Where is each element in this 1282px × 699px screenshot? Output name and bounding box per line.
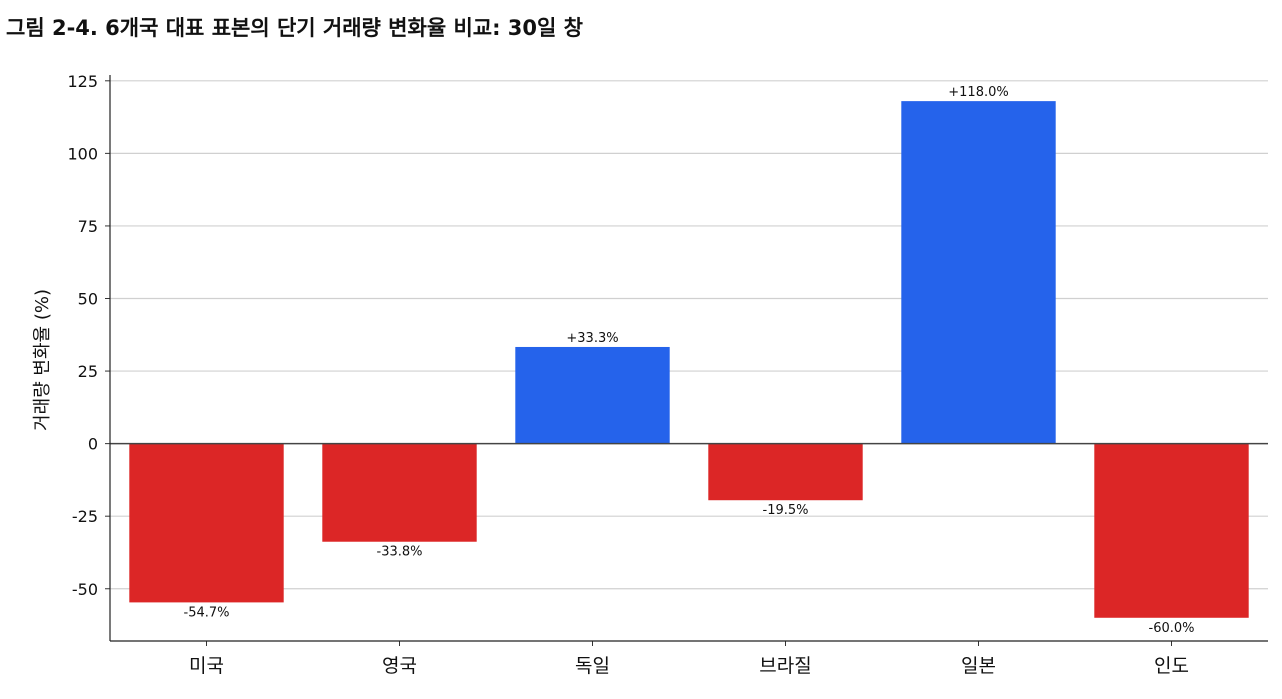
y-tick-label: -25 — [72, 507, 98, 526]
data-label: -33.8% — [377, 545, 423, 560]
x-tick-label: 브라질 — [759, 655, 811, 677]
bar — [901, 101, 1056, 444]
y-tick-label: 25 — [78, 362, 98, 381]
bars — [129, 101, 1249, 618]
y-tick-label: 50 — [78, 289, 98, 308]
x-tick-label: 인도 — [1154, 655, 1189, 677]
x-tick-label: 독일 — [575, 655, 610, 677]
data-label: +33.3% — [566, 331, 618, 346]
y-tick-label: -50 — [72, 580, 98, 599]
x-tick-label: 미국 — [189, 655, 224, 677]
bar — [322, 443, 477, 542]
bar — [1094, 443, 1249, 618]
data-labels: -54.7% -33.8% +33.3% -19.5% +118.0% -60.0% — [184, 85, 1195, 636]
data-label: -54.7% — [184, 605, 230, 620]
bar — [515, 346, 670, 444]
y-tick-label: 0 — [88, 435, 98, 454]
chart-title: 그림 2-4. 6개국 대표 표본의 단기 거래량 변화율 비교: 30일 창 — [6, 16, 583, 40]
y-tick-label: 75 — [78, 217, 98, 236]
bar — [129, 443, 284, 603]
y-axis-label: 거래량 변화율 (%) — [32, 289, 53, 431]
y-tick-label: 125 — [67, 72, 98, 91]
grid-lines — [110, 80, 1268, 590]
data-label: +118.0% — [948, 85, 1008, 100]
axes: -50 -25 0 25 50 75 100 125 미국 영국 독일 브라질 일본 인도 — [67, 72, 1268, 677]
data-label: -60.0% — [1149, 621, 1195, 636]
bar — [708, 443, 863, 501]
y-tick-label: 100 — [67, 144, 98, 163]
x-tick-label: 영국 — [382, 655, 417, 677]
data-label: -19.5% — [763, 503, 809, 518]
x-tick-label: 일본 — [961, 655, 996, 677]
